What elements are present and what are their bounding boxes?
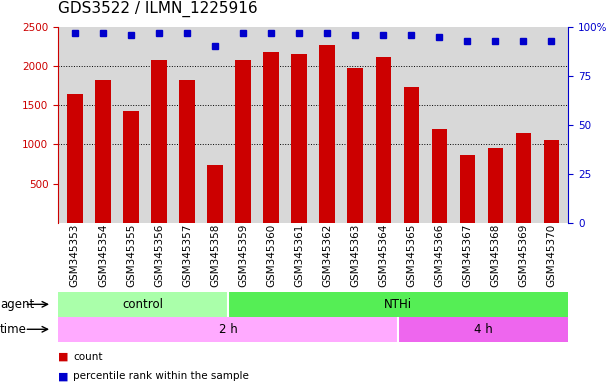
Bar bbox=[123, 111, 139, 223]
Text: ■: ■ bbox=[58, 371, 68, 381]
Bar bbox=[291, 54, 307, 223]
Bar bbox=[58, 292, 228, 317]
Bar bbox=[235, 60, 251, 223]
Bar bbox=[398, 317, 568, 342]
Bar bbox=[488, 148, 503, 223]
Text: percentile rank within the sample: percentile rank within the sample bbox=[73, 371, 249, 381]
Text: time: time bbox=[0, 323, 27, 336]
Text: NTHi: NTHi bbox=[384, 298, 412, 311]
Bar bbox=[207, 165, 223, 223]
Text: agent: agent bbox=[0, 298, 34, 311]
Bar bbox=[58, 317, 398, 342]
Text: control: control bbox=[123, 298, 164, 311]
Text: ■: ■ bbox=[58, 352, 68, 362]
Text: count: count bbox=[73, 352, 103, 362]
Bar bbox=[403, 87, 419, 223]
Bar bbox=[228, 292, 568, 317]
Bar bbox=[67, 94, 82, 223]
Bar bbox=[544, 140, 559, 223]
Bar bbox=[516, 133, 531, 223]
Text: GDS3522 / ILMN_1225916: GDS3522 / ILMN_1225916 bbox=[58, 1, 258, 17]
Bar bbox=[263, 52, 279, 223]
Bar bbox=[95, 80, 111, 223]
Bar bbox=[376, 58, 391, 223]
Bar bbox=[348, 68, 363, 223]
Bar bbox=[459, 156, 475, 223]
Text: 4 h: 4 h bbox=[474, 323, 492, 336]
Bar bbox=[152, 60, 167, 223]
Bar bbox=[431, 129, 447, 223]
Text: 2 h: 2 h bbox=[219, 323, 238, 336]
Bar bbox=[179, 80, 195, 223]
Bar bbox=[320, 45, 335, 223]
